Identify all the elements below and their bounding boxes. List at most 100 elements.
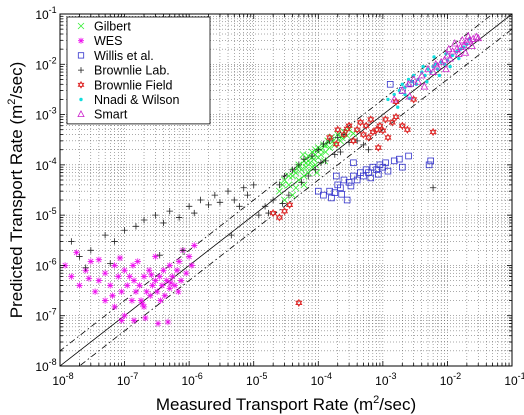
data-point — [275, 187, 283, 195]
legend-label: Brownlie Lab. — [94, 64, 170, 78]
legend-label: Smart — [94, 108, 128, 122]
data-point — [364, 133, 373, 142]
legend-marker — [78, 67, 84, 74]
data-point — [450, 39, 459, 47]
data-point — [160, 219, 167, 227]
x-tick-label: 10-6 — [181, 371, 202, 388]
data-point — [73, 249, 80, 256]
data-point — [403, 125, 412, 134]
data-point — [304, 169, 312, 177]
data-point — [191, 242, 198, 249]
data-point — [429, 184, 437, 191]
data-point — [359, 130, 368, 139]
data-point — [390, 157, 398, 165]
data-point — [456, 42, 465, 51]
y-tick-label: 10-7 — [35, 307, 56, 324]
data-point — [240, 184, 247, 191]
data-point — [311, 161, 319, 169]
series-wes — [61, 242, 198, 327]
data-point — [379, 126, 387, 135]
data-point — [437, 57, 446, 66]
data-point — [405, 152, 412, 160]
data-point — [331, 189, 339, 196]
data-point — [216, 199, 224, 206]
legend-marker — [79, 97, 83, 102]
data-point — [338, 190, 345, 198]
y-tick-label: 10-8 — [35, 357, 56, 374]
axis-ticks: 10-8 10-7 10-6 10-5 10-4 10-3 10-2 10-1 10-8 10-7… — [35, 5, 524, 388]
data-point — [191, 209, 198, 217]
data-point — [427, 157, 434, 165]
data-point — [164, 318, 172, 326]
data-point — [121, 267, 128, 274]
data-point — [289, 191, 297, 199]
data-point — [128, 297, 136, 304]
data-point — [91, 288, 99, 295]
legend-marker — [77, 110, 85, 117]
data-point — [425, 80, 429, 84]
data-point — [166, 285, 173, 292]
data-point — [376, 121, 384, 130]
data-point — [87, 247, 95, 254]
data-point — [350, 159, 357, 167]
data-point — [326, 133, 334, 142]
data-point — [95, 256, 103, 263]
data-point — [356, 118, 365, 127]
data-point — [332, 139, 340, 149]
data-point — [328, 194, 335, 202]
data-point — [116, 254, 124, 262]
data-point — [392, 92, 396, 97]
data-point — [440, 55, 449, 64]
data-point — [398, 86, 407, 94]
y-tick-label: 10-5 — [35, 206, 56, 223]
data-point — [95, 277, 103, 284]
data-point — [137, 297, 145, 304]
data-point — [182, 270, 190, 277]
data-point — [107, 260, 114, 267]
data-point — [147, 292, 154, 299]
data-point — [205, 201, 212, 209]
series-gilbert — [275, 126, 357, 204]
data-point — [118, 288, 125, 295]
data-point — [349, 136, 358, 146]
data-point — [169, 273, 176, 280]
data-point — [261, 203, 269, 210]
data-point — [450, 53, 455, 58]
data-point — [396, 105, 400, 109]
data-point — [375, 170, 382, 178]
data-point — [124, 282, 131, 289]
data-point — [143, 288, 150, 295]
data-point — [448, 64, 452, 69]
data-point — [320, 191, 327, 199]
data-point — [374, 143, 382, 152]
data-point — [425, 161, 433, 169]
legend-label: Willis et al. — [94, 49, 154, 63]
data-point — [185, 253, 193, 260]
data-point — [409, 75, 418, 83]
data-point — [315, 187, 322, 195]
data-point — [161, 292, 169, 299]
x-axis-title-superscript: 2 — [373, 394, 379, 406]
data-point — [76, 253, 83, 260]
factor-line — [60, 14, 494, 352]
data-point — [317, 159, 325, 166]
data-point — [148, 271, 155, 279]
data-point — [360, 172, 367, 180]
data-point — [468, 41, 476, 50]
data-point — [177, 277, 185, 284]
data-point — [68, 273, 75, 280]
legend-label: Nnadi & Wilson — [94, 93, 179, 107]
data-point — [152, 253, 159, 260]
data-point — [197, 196, 204, 204]
data-point — [111, 262, 118, 269]
data-point — [250, 181, 257, 189]
data-point — [308, 163, 316, 171]
data-point — [313, 169, 321, 177]
data-point — [432, 55, 436, 59]
data-point — [101, 231, 109, 239]
data-point — [140, 216, 148, 224]
data-point — [453, 44, 461, 53]
data-point — [429, 67, 437, 76]
y-tick-label: 10-2 — [35, 55, 56, 72]
